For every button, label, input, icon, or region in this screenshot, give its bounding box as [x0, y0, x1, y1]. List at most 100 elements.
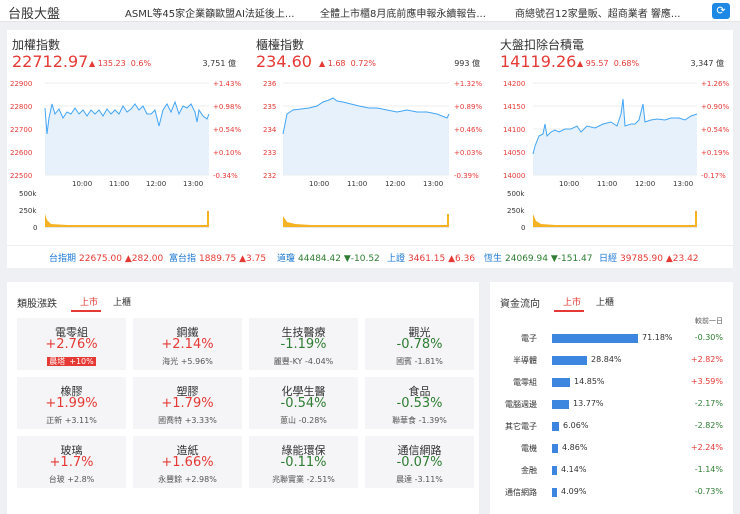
flow-pct: 6.06%	[563, 421, 589, 430]
sector-card[interactable]: 塑膠 +1.79% 國喬特 +3.33%	[133, 377, 242, 429]
flow-pct: 4.09%	[561, 487, 587, 496]
panel-volume: 3,347 億	[690, 59, 724, 68]
ticker-item[interactable]: 恆生 24069.94 ▼-151.47	[484, 254, 593, 264]
sector-card[interactable]: 化學生醫 -0.54% 蔥山 -0.28%	[249, 377, 358, 429]
leading-stock: 永豐餘 +2.98%	[158, 475, 217, 484]
leading-stock: 正新 +3.11%	[46, 416, 97, 425]
sector-name: 玻璃	[60, 444, 83, 457]
news-headline-3[interactable]: 商總號召12家量販、超商業者 響應...	[515, 9, 681, 20]
flow-sector-name: 電零組	[513, 378, 537, 387]
news-headline-1[interactable]: ASML等45家企業籲歐盟AI法延後上...	[125, 9, 295, 20]
sector-card[interactable]: 生技醫療 -1.19% 麗豐-KY -4.04%	[249, 318, 358, 370]
ticker-item[interactable]: 富台指 1889.75 ▲3.75	[169, 254, 267, 264]
x-tick: 11:00	[109, 180, 129, 188]
leading-stock: 晨塔 +10%	[47, 357, 96, 366]
sector-change: -0.53%	[396, 396, 443, 411]
ticker-item[interactable]: 上證 3461.15 ▲6.36	[387, 254, 476, 264]
sector-change: -0.07%	[396, 455, 443, 470]
flow-sector-name: 電腦週邊	[505, 400, 537, 409]
flow-diff: -0.73%	[694, 487, 723, 496]
flow-row[interactable]: 電機 4.86% +2.24%	[490, 441, 733, 455]
sector-card[interactable]: 玻璃 +1.7% 台玻 +2.8%	[17, 436, 126, 488]
top-bar: 台股大盤 ASML等45家企業籲歐盟AI法延後上... 全體上市櫃8月底前應申報…	[0, 0, 740, 22]
panel-taiex[interactable]: 加權指數 22712.97 ▲ 135.23 0.6% 3,751 億 2290…	[7, 30, 242, 240]
flow-bar	[552, 378, 570, 387]
news-headline-2[interactable]: 全體上市櫃8月底前應申報永續報告...	[320, 9, 486, 20]
sector-name: 電零組	[55, 326, 88, 339]
sector-card[interactable]: 通信網路 -0.07% 晨達 -3.11%	[365, 436, 474, 488]
intraday-chart: 14200 14150 14100 14050 14000 +1.26% +0.…	[503, 80, 729, 232]
sector-change: -1.19%	[280, 337, 327, 352]
flow-diff: -2.82%	[694, 421, 723, 430]
sector-change: -0.11%	[280, 455, 327, 470]
flow-sector-name: 電子	[521, 334, 537, 343]
y-tick: 14100	[503, 126, 525, 134]
flow-row[interactable]: 電零組 14.85% +3.59%	[490, 375, 733, 389]
flow-row[interactable]: 電腦週邊 13.77% -2.17%	[490, 397, 733, 411]
vol-tick: 500k	[507, 190, 525, 198]
leading-stock: 兆聯實業 -2.51%	[272, 475, 335, 484]
flow-row[interactable]: 其它電子 6.06% -2.82%	[490, 419, 733, 433]
flow-pct: 28.84%	[591, 355, 622, 364]
flow-row[interactable]: 半導體 28.84% +2.82%	[490, 353, 733, 367]
vol-tick: 500k	[19, 190, 37, 198]
sector-name: 綠能環保	[281, 444, 326, 457]
ticker-item[interactable]: 日經 39785.90 ▲23.42	[599, 254, 699, 264]
tab-otc[interactable]: 上櫃	[596, 298, 615, 308]
sector-card[interactable]: 造紙 +1.66% 永豐餘 +2.98%	[133, 436, 242, 488]
x-tick: 10:00	[72, 180, 92, 188]
panel-ex-tsmc[interactable]: 大盤扣除台積電 14119.26 ▲ 95.57 0.68% 3,347 億 1…	[495, 30, 730, 240]
sector-panel: 類股漲跌 上市 上櫃 電零組 +2.76% 晨塔 +10% 鋼鐵 +2.14% 海光…	[7, 282, 479, 514]
flow-sector-name: 電機	[521, 444, 537, 453]
tab-listed[interactable]: 上市	[80, 298, 99, 308]
tab-listed[interactable]: 上市	[563, 298, 582, 308]
panel-change: ▲ 135.23 0.6%	[89, 59, 152, 68]
leading-stock: 聯華食 -1.39%	[392, 416, 447, 425]
flow-sector-name: 半導體	[513, 356, 537, 365]
ticker-item[interactable]: 台指期 22675.00 ▲282.00	[49, 254, 164, 264]
panel-otc[interactable]: 櫃檯指數 234.60 ▲ 1.68 0.72% 993 億 236 235 2…	[251, 30, 486, 240]
flow-row[interactable]: 通信網路 4.09% -0.73%	[490, 485, 733, 499]
x-tick: 13:00	[183, 180, 203, 188]
pct-tick: +1.43%	[213, 80, 241, 88]
flow-diff: -2.17%	[694, 399, 723, 408]
pct-tick: +0.54%	[701, 126, 729, 134]
page-title: 台股大盤	[8, 7, 61, 22]
y-tick: 22800	[10, 103, 32, 111]
y-tick: 233	[263, 149, 276, 157]
panel-value: 234.60	[256, 52, 312, 71]
panel-change: ▲ 95.57 0.68%	[577, 59, 640, 68]
sector-change: +2.76%	[45, 337, 98, 352]
flow-diff: -0.30%	[694, 333, 723, 342]
sector-card[interactable]: 觀光 -0.78% 國賓 -1.81%	[365, 318, 474, 370]
vol-tick: 250k	[507, 207, 525, 215]
flow-pct: 13.77%	[573, 399, 604, 408]
pct-tick: +0.46%	[454, 126, 482, 134]
sector-card[interactable]: 鋼鐵 +2.14% 海光 +5.96%	[133, 318, 242, 370]
flow-bar	[552, 334, 638, 343]
sector-change: +1.99%	[45, 396, 98, 411]
flow-row[interactable]: 電子 71.18% -0.30%	[490, 331, 733, 345]
flow-sector-name: 金融	[521, 466, 537, 475]
sector-name: 造紙	[176, 444, 199, 457]
refresh-icon[interactable]: ⟳	[712, 3, 730, 19]
x-tick: 10:00	[309, 180, 329, 188]
sector-card[interactable]: 橡膠 +1.99% 正新 +3.11%	[17, 377, 126, 429]
sector-card[interactable]: 綠能環保 -0.11% 兆聯實業 -2.51%	[249, 436, 358, 488]
sector-card[interactable]: 電零組 +2.76% 晨塔 +10%	[17, 318, 126, 370]
sector-change: +2.14%	[161, 337, 214, 352]
flow-pct: 71.18%	[642, 333, 673, 342]
sector-change: -0.78%	[396, 337, 443, 352]
sector-change: +1.79%	[161, 396, 214, 411]
sector-card[interactable]: 食品 -0.53% 聯華食 -1.39%	[365, 377, 474, 429]
pct-tick: +1.32%	[454, 80, 482, 88]
sector-change: +1.66%	[161, 455, 214, 470]
flow-pct: 4.14%	[561, 465, 587, 474]
panel-name: 大盤扣除台積電	[500, 38, 585, 52]
tab-otc[interactable]: 上櫃	[113, 298, 132, 308]
ticker-item[interactable]: 道瓊 44484.42 ▼-10.52	[277, 254, 380, 264]
x-tick: 11:00	[347, 180, 367, 188]
y-tick: 22900	[10, 80, 32, 88]
y-tick: 22500	[10, 172, 32, 180]
flow-row[interactable]: 金融 4.14% -1.14%	[490, 463, 733, 477]
